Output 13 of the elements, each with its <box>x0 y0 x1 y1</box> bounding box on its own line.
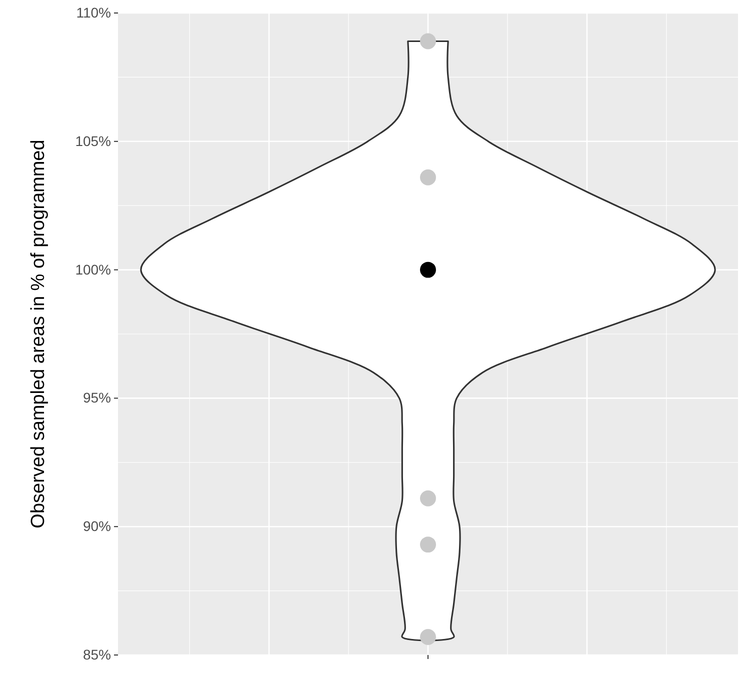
point <box>420 536 436 553</box>
point <box>420 262 436 278</box>
point <box>420 33 436 50</box>
point <box>420 629 436 645</box>
point <box>420 490 436 506</box>
y-tick-label: 110% <box>76 4 111 20</box>
y-tick-label: 85% <box>82 646 111 662</box>
y-axis-title: Observed sampled areas in % of programmed <box>28 140 49 528</box>
y-tick-label: 105% <box>75 132 111 149</box>
point <box>420 169 436 186</box>
y-tick-label: 90% <box>82 518 111 534</box>
y-tick-label: 100% <box>75 261 111 278</box>
y-tick-label: 95% <box>82 390 111 406</box>
